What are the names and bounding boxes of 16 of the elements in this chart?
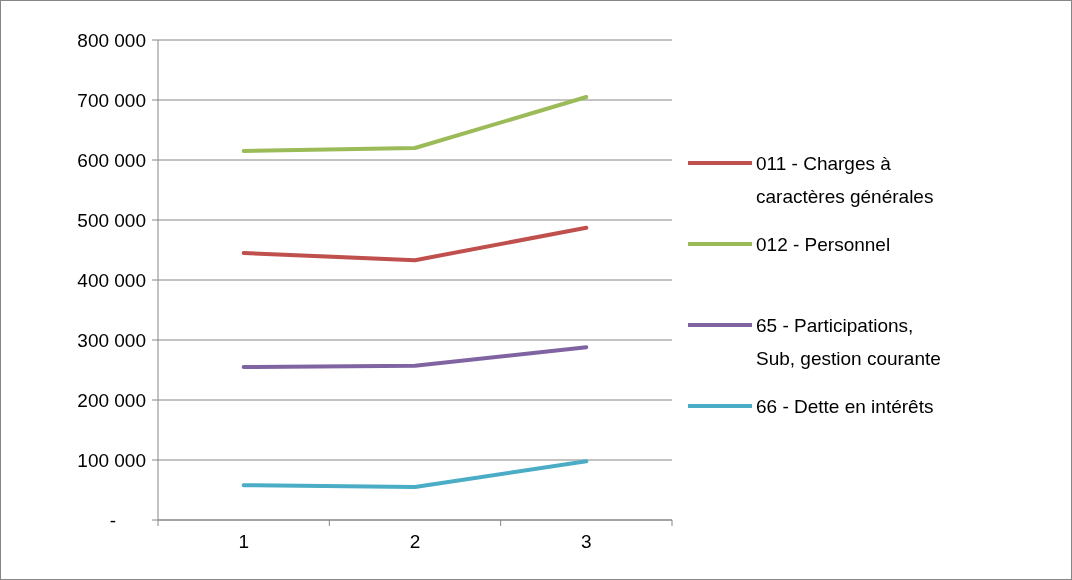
x-tick-label: 2 [409, 531, 421, 552]
y-tick-label: 600 000 [77, 149, 146, 171]
x-tick-label: 1 [238, 531, 249, 552]
legend-label: 011 - Charges à caractères générales [756, 152, 934, 207]
legend-label: 012 - Personnel [756, 233, 891, 255]
y-tick-label: 700 000 [77, 89, 146, 111]
x-tick-label: 3 [581, 531, 592, 552]
y-tick-label: 200 000 [77, 389, 146, 411]
y-tick-label: 800 000 [77, 29, 146, 51]
y-tick-label: 100 000 [77, 449, 146, 471]
legend-label: 66 - Dette en intérêts [756, 395, 934, 417]
y-tick-label: 300 000 [77, 329, 146, 351]
y-tick-label: 500 000 [77, 209, 146, 231]
y-tick-label: 400 000 [77, 269, 146, 291]
y-tick-label: - [109, 509, 116, 531]
legend-label: 65 - Participations, Sub, gestion courante [756, 314, 941, 369]
